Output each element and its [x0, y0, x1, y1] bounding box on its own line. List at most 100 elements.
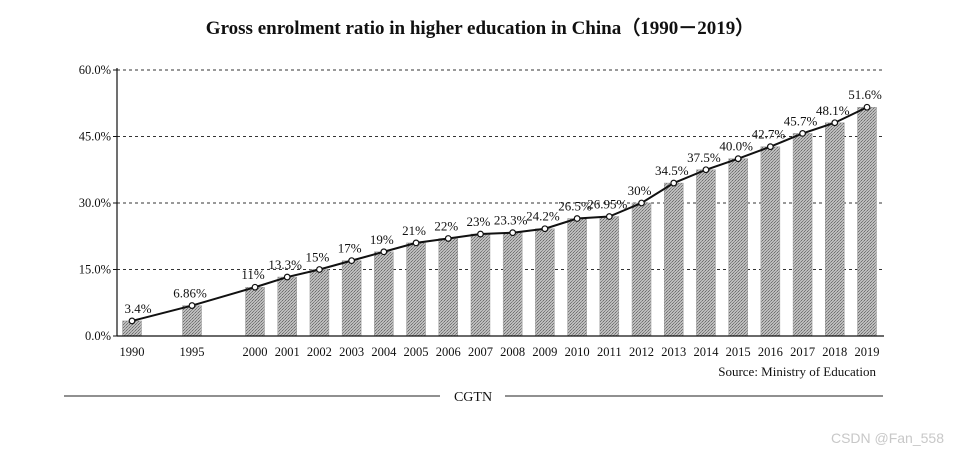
data-point: [799, 129, 806, 137]
trend-polyline: [131, 106, 868, 322]
y-tick-label: 45.0%: [79, 130, 111, 144]
data-label: 34.5%: [655, 163, 689, 178]
data-point: [188, 302, 196, 309]
axes: [113, 68, 884, 337]
x-tick-label: 2004: [371, 345, 397, 359]
y-tick-label: 30.0%: [79, 196, 111, 210]
bars: [122, 106, 877, 337]
x-tick-label: 2017: [790, 345, 815, 359]
y-tick-label: 60.0%: [79, 63, 111, 77]
data-label: 26.5%: [558, 199, 592, 214]
data-point: [734, 155, 742, 163]
data-label: 22%: [434, 218, 458, 233]
bar: [825, 122, 845, 337]
data-point: [509, 229, 517, 237]
data-label: 48.1%: [816, 103, 850, 118]
bar: [792, 133, 813, 337]
x-tick-label: 2015: [726, 345, 751, 359]
x-tick-label: 1990: [120, 345, 145, 359]
data-point: [605, 213, 613, 220]
y-axis-ticks: 0.0% 15.0% 30.0% 45.0% 60.0%: [79, 63, 111, 343]
data-label: 26.95%: [587, 197, 627, 212]
bar: [341, 260, 362, 337]
x-tick-label: 1995: [180, 345, 205, 359]
bar: [438, 238, 459, 337]
bar: [728, 158, 748, 337]
x-tick-label: 2016: [758, 345, 783, 359]
data-label: 42.7%: [752, 127, 786, 142]
data-label: 30%: [628, 183, 652, 198]
data-point: [670, 179, 678, 187]
x-tick-label: 2019: [855, 345, 880, 359]
data-point: [380, 248, 388, 256]
x-tick-label: 2002: [307, 345, 332, 359]
x-tick-label: 2009: [532, 345, 557, 359]
data-label: 17%: [338, 241, 362, 256]
x-tick-label: 2018: [822, 345, 847, 359]
bar: [502, 232, 523, 337]
data-label: 23.3%: [494, 213, 528, 228]
bar: [406, 242, 426, 337]
x-tick-label: 2013: [661, 345, 686, 359]
x-tick-label: 2005: [404, 345, 429, 359]
bar: [277, 276, 297, 337]
bar: [631, 202, 652, 337]
x-tick-label: 2014: [693, 345, 719, 359]
data-label: 13.3%: [268, 257, 302, 272]
bar: [182, 305, 202, 337]
data-point: [831, 119, 839, 127]
data-label: 3.4%: [124, 301, 151, 316]
data-point: [863, 103, 871, 111]
gridlines: [117, 69, 884, 270]
x-tick-label: 2012: [629, 345, 654, 359]
data-label: 11%: [241, 267, 265, 282]
x-tick-label: 2000: [243, 345, 268, 359]
bar: [535, 228, 555, 337]
y-tick-label: 15.0%: [79, 263, 111, 277]
x-tick-label: 2011: [597, 345, 622, 359]
bar: [599, 216, 620, 337]
bar: [470, 233, 491, 337]
data-labels: 3.4% 6.86% 11%13.3%15% 17% 19% 21% 22% 23% 23.3%…: [124, 87, 882, 316]
bar: [309, 269, 330, 337]
data-point: [638, 199, 645, 207]
x-tick-label: 2010: [565, 345, 590, 359]
data-point: [348, 257, 356, 265]
x-tick-label: 2006: [436, 345, 461, 359]
data-label: 6.86%: [173, 286, 207, 301]
bar: [696, 169, 716, 337]
data-label: 15%: [305, 250, 329, 265]
data-label: 21%: [402, 223, 426, 238]
data-point: [444, 235, 452, 242]
data-point: [283, 273, 291, 281]
data-point: [316, 266, 323, 273]
bar: [760, 146, 781, 337]
data-point: [128, 317, 136, 325]
x-axis-ticks: 1990 1995 2000 2001 2002 2003 2004 2005 2006 2007…: [120, 345, 880, 359]
trend-line: [131, 106, 868, 322]
bar: [245, 286, 265, 337]
x-tick-label: 2003: [339, 345, 364, 359]
data-label: 40.0%: [719, 139, 753, 154]
data-label: 51.6%: [848, 87, 882, 102]
data-point: [573, 215, 581, 222]
bar: [663, 182, 684, 337]
data-point: [412, 239, 420, 247]
data-point: [766, 143, 774, 151]
data-label: 37.5%: [687, 150, 721, 165]
data-point: [702, 166, 710, 174]
data-point: [251, 283, 259, 291]
x-tick-label: 2007: [468, 345, 493, 359]
x-tick-label: 2008: [500, 345, 525, 359]
data-label: 45.7%: [784, 113, 818, 128]
data-point: [477, 230, 484, 238]
watermark: CSDN @Fan_558: [831, 430, 944, 446]
bar: [567, 218, 587, 337]
source-note: Source: Ministry of Education: [718, 364, 876, 379]
chart-title: Gross enrolment ratio in higher educatio…: [206, 16, 754, 39]
x-tick-label: 2001: [275, 345, 300, 359]
data-label: 23%: [467, 214, 491, 229]
data-label: 19%: [370, 232, 394, 247]
data-point: [541, 225, 549, 233]
